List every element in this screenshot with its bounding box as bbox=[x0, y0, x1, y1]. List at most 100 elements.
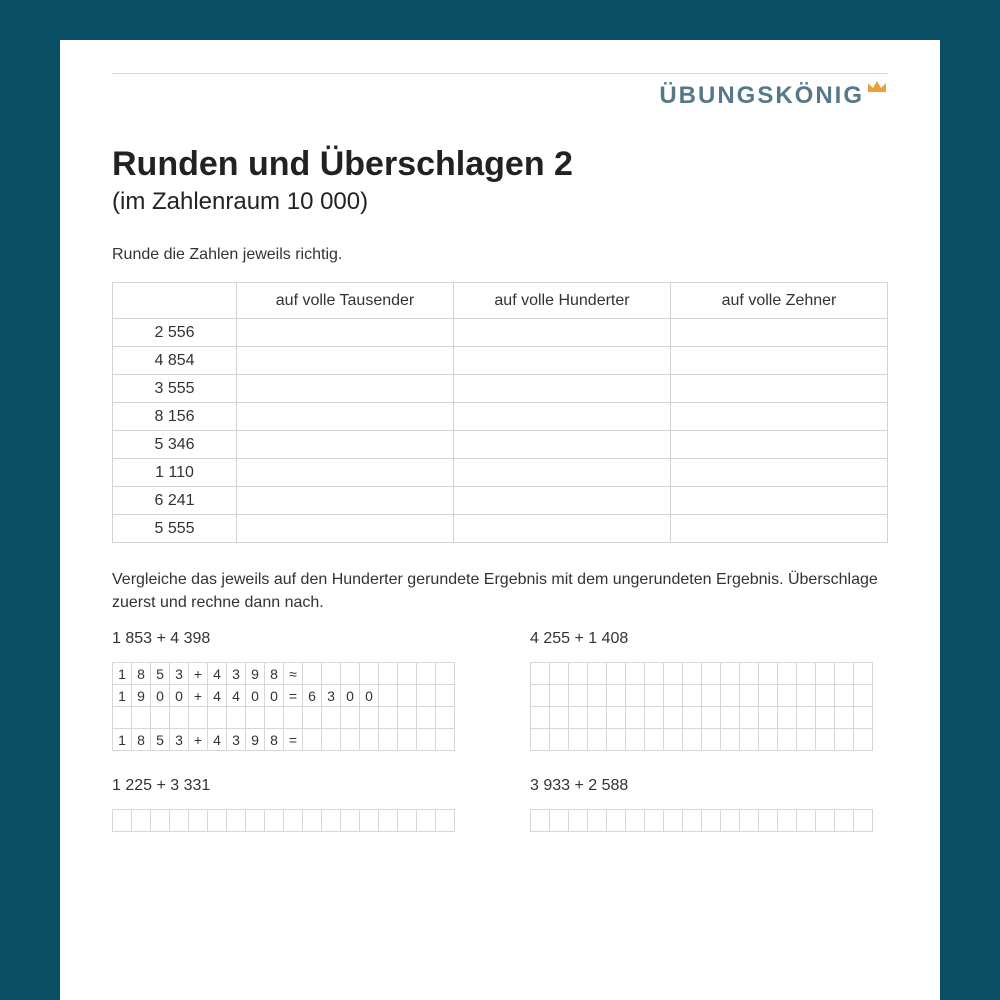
grid-cell bbox=[759, 685, 778, 707]
grid-cell bbox=[759, 729, 778, 751]
rounding-answer-cell bbox=[671, 515, 888, 543]
grid-cell: 0 bbox=[246, 685, 265, 707]
grid-cell bbox=[683, 729, 702, 751]
rounding-col-header: auf volle Hunderter bbox=[454, 283, 671, 319]
grid-cell bbox=[664, 707, 683, 729]
grid-cell bbox=[417, 810, 436, 832]
grid-cell: 9 bbox=[246, 729, 265, 751]
rounding-answer-cell bbox=[237, 319, 454, 347]
problem: 1 853 + 4 3981853+4398≈1900+4400=6300185… bbox=[112, 630, 470, 751]
grid-cell bbox=[683, 663, 702, 685]
grid-cell bbox=[531, 810, 550, 832]
rounding-col-header: auf volle Zehner bbox=[671, 283, 888, 319]
grid-cell bbox=[227, 810, 246, 832]
grid-cell bbox=[683, 810, 702, 832]
rounding-answer-cell bbox=[671, 319, 888, 347]
rounding-answer-cell bbox=[454, 431, 671, 459]
rounding-number-cell: 2 556 bbox=[113, 319, 237, 347]
grid-cell bbox=[854, 810, 873, 832]
grid-cell bbox=[322, 707, 341, 729]
rounding-answer-cell bbox=[454, 375, 671, 403]
rounding-table: auf volle Tausenderauf volle Hunderterau… bbox=[112, 282, 888, 543]
grid-cell bbox=[569, 685, 588, 707]
table-row: 5 555 bbox=[113, 515, 888, 543]
grid-cell bbox=[398, 663, 417, 685]
grid-cell bbox=[550, 729, 569, 751]
grid-cell: 0 bbox=[170, 685, 189, 707]
rounding-answer-cell bbox=[671, 459, 888, 487]
grid-cell bbox=[664, 663, 683, 685]
grid-cell bbox=[360, 810, 379, 832]
grid-cell bbox=[626, 810, 645, 832]
grid-cell: 5 bbox=[151, 663, 170, 685]
grid-cell bbox=[436, 663, 455, 685]
grid-cell bbox=[607, 685, 626, 707]
rounding-number-cell: 5 346 bbox=[113, 431, 237, 459]
grid-cell bbox=[398, 707, 417, 729]
grid-cell bbox=[645, 810, 664, 832]
grid-cell: = bbox=[284, 729, 303, 751]
grid-cell bbox=[531, 729, 550, 751]
rounding-answer-cell bbox=[454, 459, 671, 487]
rounding-answer-cell bbox=[671, 487, 888, 515]
grid-cell bbox=[341, 810, 360, 832]
grid-cell bbox=[797, 663, 816, 685]
rounding-number-cell: 3 555 bbox=[113, 375, 237, 403]
grid-cell bbox=[816, 729, 835, 751]
table-row: 3 555 bbox=[113, 375, 888, 403]
rounding-number-cell: 6 241 bbox=[113, 487, 237, 515]
problem-label: 4 255 + 1 408 bbox=[530, 630, 888, 648]
rounding-col-header bbox=[113, 283, 237, 319]
grid-cell bbox=[550, 707, 569, 729]
grid-cell: 4 bbox=[208, 729, 227, 751]
calculation-grid: 1853+4398≈1900+4400=63001853+4398= bbox=[112, 662, 455, 751]
grid-cell bbox=[645, 729, 664, 751]
grid-cell bbox=[360, 707, 379, 729]
grid-cell bbox=[797, 707, 816, 729]
rounding-answer-cell bbox=[454, 347, 671, 375]
grid-cell bbox=[531, 663, 550, 685]
grid-cell bbox=[569, 707, 588, 729]
grid-cell bbox=[531, 707, 550, 729]
table-row: 6 241 bbox=[113, 487, 888, 515]
grid-cell bbox=[645, 685, 664, 707]
grid-cell bbox=[664, 729, 683, 751]
grid-cell bbox=[132, 810, 151, 832]
grid-cell bbox=[588, 707, 607, 729]
rounding-col-header: auf volle Tausender bbox=[237, 283, 454, 319]
grid-cell bbox=[835, 707, 854, 729]
grid-cell bbox=[189, 810, 208, 832]
grid-cell: 6 bbox=[303, 685, 322, 707]
grid-cell bbox=[797, 729, 816, 751]
grid-cell bbox=[740, 729, 759, 751]
grid-cell bbox=[398, 729, 417, 751]
calculation-grid bbox=[530, 809, 873, 832]
grid-cell bbox=[702, 685, 721, 707]
rounding-answer-cell bbox=[237, 403, 454, 431]
rounding-number-cell: 1 110 bbox=[113, 459, 237, 487]
rounding-answer-cell bbox=[671, 347, 888, 375]
grid-cell bbox=[664, 685, 683, 707]
problem-label: 1 225 + 3 331 bbox=[112, 777, 470, 795]
grid-cell: 4 bbox=[208, 685, 227, 707]
rounding-answer-cell bbox=[237, 375, 454, 403]
grid-cell: 5 bbox=[151, 729, 170, 751]
grid-cell: 0 bbox=[341, 685, 360, 707]
grid-cell bbox=[322, 663, 341, 685]
grid-cell: 4 bbox=[208, 663, 227, 685]
grid-cell bbox=[664, 810, 683, 832]
grid-cell bbox=[740, 663, 759, 685]
grid-cell bbox=[683, 707, 702, 729]
rounding-answer-cell bbox=[237, 431, 454, 459]
problem-label: 3 933 + 2 588 bbox=[530, 777, 888, 795]
grid-cell bbox=[607, 810, 626, 832]
grid-cell bbox=[417, 729, 436, 751]
header: ÜBUNGSKÖNIG bbox=[112, 73, 888, 117]
grid-cell bbox=[170, 707, 189, 729]
page-title: Runden und Überschlagen 2 bbox=[112, 145, 888, 184]
grid-cell bbox=[113, 810, 132, 832]
grid-cell bbox=[835, 663, 854, 685]
grid-cell bbox=[721, 707, 740, 729]
grid-cell: + bbox=[189, 729, 208, 751]
grid-cell bbox=[740, 707, 759, 729]
